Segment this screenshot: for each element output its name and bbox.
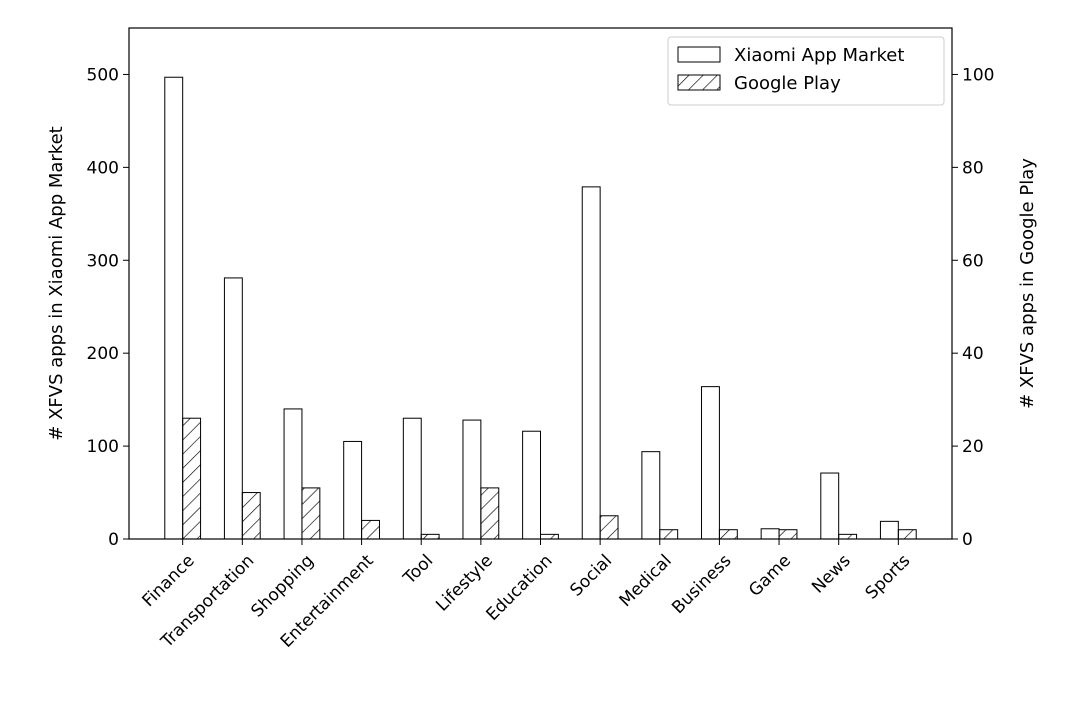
left-y-tick-label: 100: [87, 437, 119, 457]
right-y-axis-label: # XFVS apps in Google Play: [1017, 158, 1038, 409]
x-tick-label-finance: Finance: [139, 551, 199, 611]
bar-xiaomi-game: [760, 528, 780, 540]
right-y-tick-label: 0: [962, 530, 973, 550]
bar-google-play-social: [599, 515, 619, 540]
legend-box: [667, 36, 945, 106]
bar-google-play-sports: [897, 529, 917, 540]
right-y-tick-label: 80: [962, 158, 984, 178]
left-y-tick-label: 0: [108, 530, 119, 550]
x-tick-label-business: Business: [668, 551, 735, 618]
left-y-tick-label: 400: [87, 158, 119, 178]
right-y-tick-label: 60: [962, 251, 984, 271]
bar-google-play-shopping: [301, 487, 321, 540]
bar-xiaomi-business: [701, 386, 720, 540]
left-y-tick-label: 300: [87, 251, 119, 271]
bar-google-play-entertainment: [361, 519, 380, 540]
bar-google-play-game: [778, 529, 798, 540]
right-y-tick-label: 20: [962, 437, 984, 457]
legend-swatch-google-play: [677, 74, 721, 91]
x-axis: FinanceTransportationShoppingEntertainme…: [139, 539, 915, 653]
bar-google-play-finance: [182, 417, 202, 540]
bar-google-play-transportation: [241, 492, 261, 540]
bar-xiaomi-transportation: [223, 277, 243, 540]
bar-xiaomi-finance: [164, 76, 184, 540]
right-y-tick-label: 100: [962, 65, 994, 85]
bar-xiaomi-medical: [641, 451, 661, 540]
legend-swatch-xiaomi: [677, 46, 721, 63]
bar-xiaomi-tool: [402, 417, 422, 540]
bar-google-play-tool: [420, 533, 440, 540]
x-tick-label-news: News: [808, 551, 855, 598]
bar-xiaomi-social: [581, 186, 601, 540]
x-tick-label-tool: Tool: [399, 551, 437, 589]
bar-google-play-news: [838, 533, 858, 540]
legend-label-google-play: Google Play: [734, 73, 841, 94]
bar-xiaomi-sports: [879, 520, 899, 540]
bar-xiaomi-lifestyle: [462, 419, 482, 540]
left-y-axis-label: # XFVS apps in Xiaomi App Market: [46, 126, 67, 440]
bar-google-play-medical: [659, 529, 679, 540]
bar-xiaomi-education: [522, 430, 542, 540]
right-y-axis: 0 20 40 60 80 100: [952, 65, 994, 550]
xiaomi-bars: [164, 76, 899, 540]
right-y-tick-label: 40: [962, 344, 984, 364]
x-tick-label-medical: Medical: [616, 551, 676, 611]
legend-label-xiaomi: Xiaomi App Market: [734, 45, 904, 66]
left-y-axis: 0 100 200 300 400 500: [87, 65, 129, 550]
bar-xiaomi-news: [820, 472, 840, 540]
x-tick-label-sports: Sports: [862, 551, 915, 604]
x-tick-label-social: Social: [566, 551, 616, 601]
bar-google-play-lifestyle: [480, 487, 500, 540]
x-tick-label-game: Game: [745, 551, 795, 601]
bar-xiaomi-shopping: [283, 408, 303, 540]
bar-google-play-education: [540, 533, 559, 540]
left-y-tick-label: 500: [87, 65, 119, 85]
left-y-tick-label: 200: [87, 344, 119, 364]
bar-google-play-business: [718, 529, 738, 540]
bar-xiaomi-entertainment: [343, 440, 363, 540]
legend: Xiaomi App Market Google Play: [667, 36, 945, 106]
